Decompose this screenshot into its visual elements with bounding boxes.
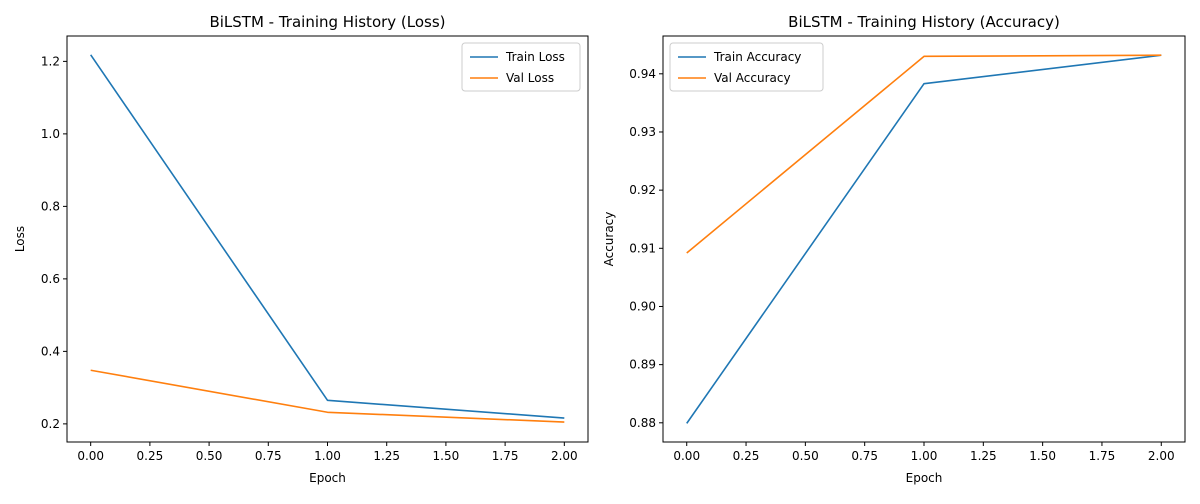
x-tick-label: 0.75 [851, 449, 878, 463]
x-tick-label: 1.75 [492, 449, 519, 463]
y-tick-label: 0.91 [629, 241, 656, 255]
y-tick-label: 0.92 [629, 183, 656, 197]
x-tick-label: 0.50 [792, 449, 819, 463]
x-tick-label: 0.00 [77, 449, 104, 463]
legend: Train Loss Val Loss [461, 42, 581, 92]
x-tick-label: 2.00 [1148, 449, 1175, 463]
plot-frame [662, 35, 1186, 443]
legend-box [461, 42, 581, 92]
chart-title: BiLSTM - Training History (Accuracy) [788, 13, 1060, 31]
y-tick-label: 0.6 [41, 272, 60, 286]
legend-label: Val Accuracy [714, 71, 791, 85]
legend-label: Val Loss [506, 71, 554, 85]
x-tick-label: 0.25 [733, 449, 760, 463]
x-tick-label: 1.00 [911, 449, 938, 463]
x-tick-label: 0.25 [137, 449, 164, 463]
series-line-train [90, 54, 565, 419]
x-tick-label: 1.00 [314, 449, 341, 463]
x-tick-label: 2.00 [551, 449, 578, 463]
x-tick-label: 1.50 [1029, 449, 1056, 463]
plot-frame [66, 35, 589, 443]
x-tick-label: 1.25 [373, 449, 400, 463]
x-axis-label: Epoch [309, 471, 346, 485]
loss-chart: BiLSTM - Training History (Loss) Epoch L… [13, 13, 589, 485]
y-axis-label: Loss [13, 226, 27, 252]
x-tick-label: 1.25 [970, 449, 997, 463]
x-tick-label: 0.50 [196, 449, 223, 463]
y-tick-label: 1.0 [41, 127, 60, 141]
x-tick-label: 1.75 [1089, 449, 1116, 463]
y-tick-label: 0.88 [629, 416, 656, 430]
y-tick-label: 0.89 [629, 358, 656, 372]
y-tick-label: 0.94 [629, 67, 656, 81]
series-line-val [686, 54, 1162, 254]
x-tick-label: 1.50 [433, 449, 460, 463]
y-tick-label: 0.8 [41, 199, 60, 213]
chart-title: BiLSTM - Training History (Loss) [209, 13, 445, 31]
y-tick-label: 0.90 [629, 299, 656, 313]
legend: Train Accuracy Val Accuracy [669, 42, 824, 92]
y-axis-label: Accuracy [602, 212, 616, 267]
series-line-train [686, 54, 1162, 424]
legend-label: Train Loss [505, 50, 565, 64]
series-line-val [90, 369, 565, 423]
accuracy-chart: BiLSTM - Training History (Accuracy) Epo… [602, 13, 1186, 485]
legend-label: Train Accuracy [713, 50, 801, 64]
y-tick-label: 0.93 [629, 125, 656, 139]
x-axis-label: Epoch [906, 471, 943, 485]
x-tick-label: 0.00 [673, 449, 700, 463]
y-tick-label: 0.2 [41, 417, 60, 431]
y-tick-label: 1.2 [41, 54, 60, 68]
legend-box [669, 42, 824, 92]
x-tick-label: 0.75 [255, 449, 282, 463]
y-tick-label: 0.4 [41, 344, 60, 358]
